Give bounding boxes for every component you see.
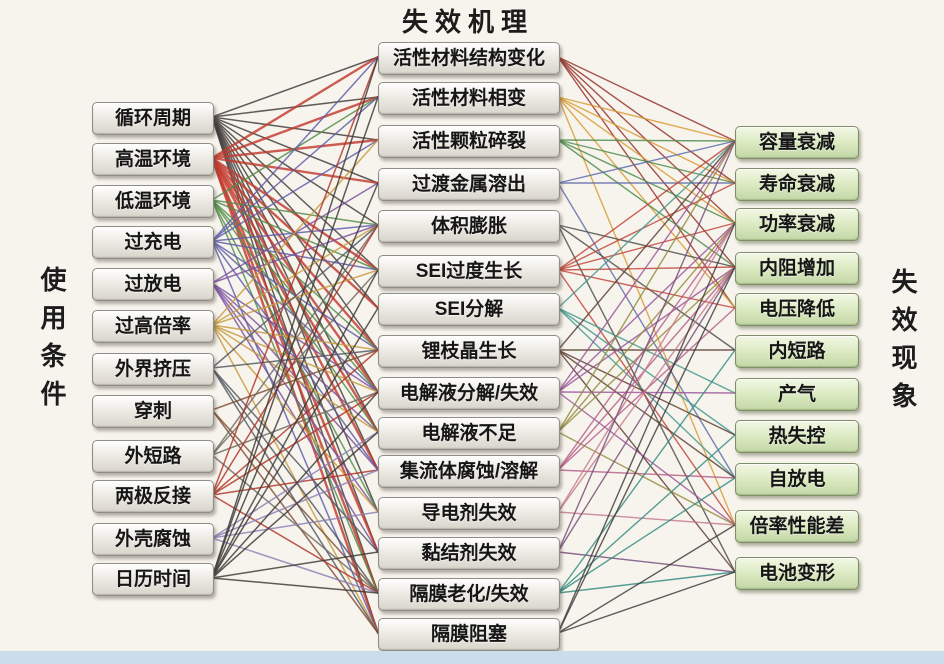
mechanism-node: 导电剂失效 [378,496,560,530]
condition-node: 过充电 [92,225,214,259]
condition-node: 循环周期 [92,101,214,135]
condition-node: 过高倍率 [92,309,214,343]
mechanism-node: 体积膨胀 [378,209,560,243]
mechanism-node: 黏结剂失效 [378,536,560,570]
phenomenon-node: 产气 [735,377,859,411]
mechanism-node: 隔膜阻塞 [378,617,560,651]
mechanism-node: 隔膜老化/失效 [378,577,560,611]
right-axis-label: 失效现象 [888,268,918,420]
condition-node: 外界挤压 [92,352,214,386]
mechanism-node: SEI过度生长 [378,254,560,288]
condition-node: 外短路 [92,439,214,473]
phenomenon-node: 内短路 [735,334,859,368]
mechanism-node: 电解液分解/失效 [378,376,560,410]
phenomenon-node: 容量衰减 [735,125,859,159]
diagram-title: 失效机理 [401,7,534,37]
phenomenon-node: 倍率性能差 [735,509,859,543]
condition-node: 两极反接 [92,479,214,513]
condition-node: 日历时间 [92,562,214,596]
phenomenon-node: 电压降低 [735,292,859,326]
mechanism-node: SEI分解 [378,292,560,326]
phenomenon-node: 功率衰减 [735,207,859,241]
bottom-strip [0,651,944,664]
condition-node: 高温环境 [92,142,214,176]
mechanism-node: 活性颗粒碎裂 [378,124,560,158]
mechanism-node: 锂枝晶生长 [378,334,560,368]
mechanism-node: 活性材料相变 [378,81,560,115]
phenomenon-node: 内阻增加 [735,251,859,285]
mechanism-node: 活性材料结构变化 [378,41,560,75]
mechanism-node: 过渡金属溶出 [378,167,560,201]
phenomenon-node: 热失控 [735,419,859,453]
condition-node: 穿刺 [92,394,214,428]
condition-node: 低温环境 [92,184,214,218]
condition-node: 过放电 [92,267,214,301]
left-axis-label: 使用条件 [37,266,67,418]
mechanism-node: 电解液不足 [378,416,560,450]
phenomenon-node: 电池变形 [735,556,859,590]
phenomenon-node: 寿命衰减 [735,167,859,201]
phenomenon-node: 自放电 [735,462,859,496]
mechanism-node: 集流体腐蚀/溶解 [378,454,560,488]
condition-node: 外壳腐蚀 [92,522,214,556]
